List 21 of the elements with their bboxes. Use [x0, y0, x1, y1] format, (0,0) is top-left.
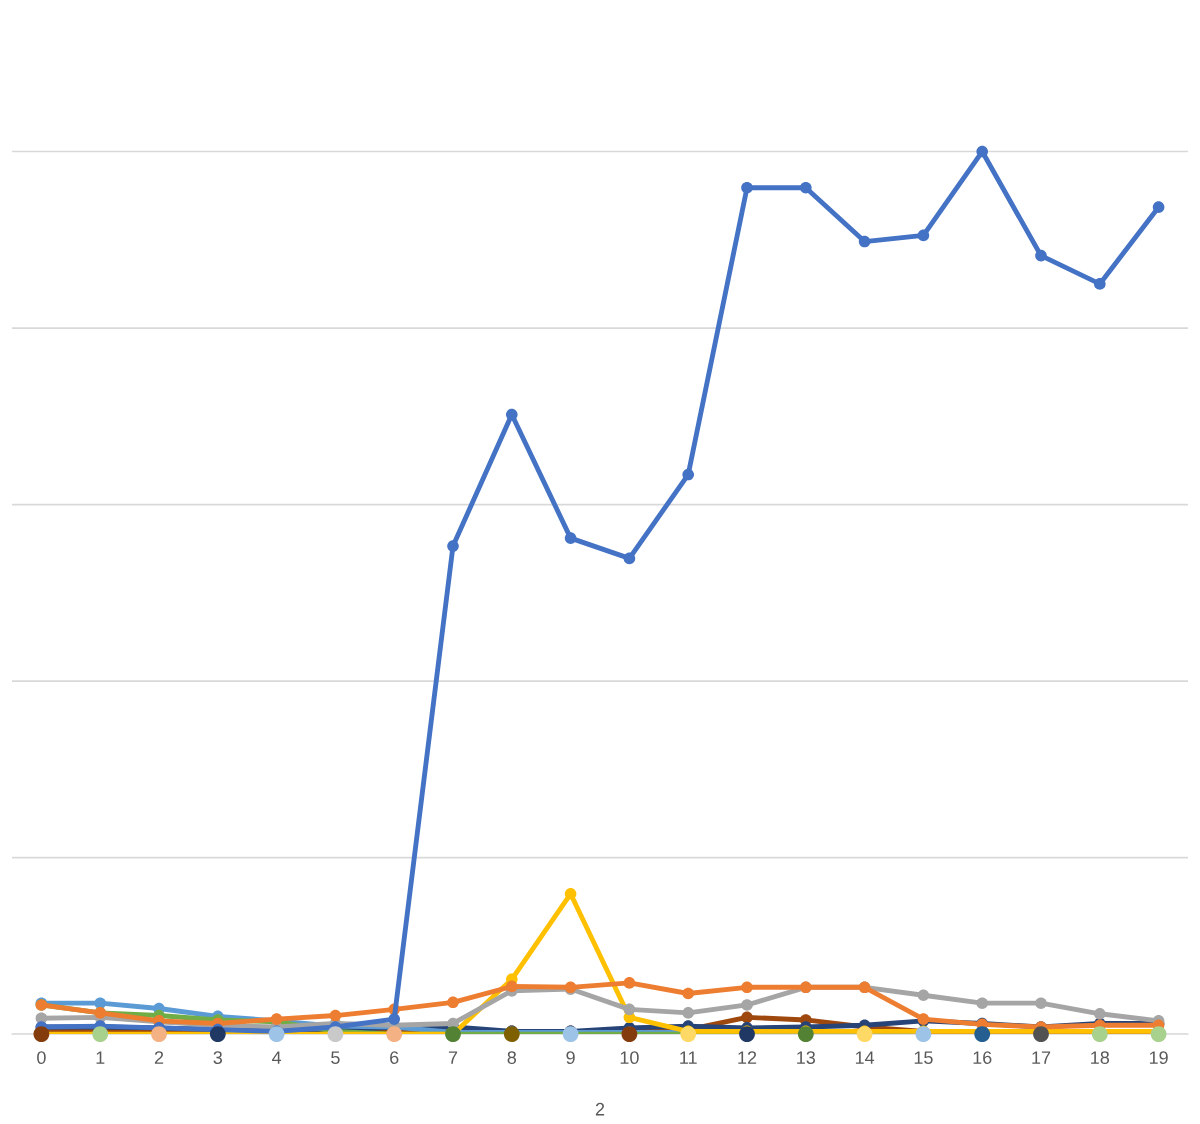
x-tick-label: 18 [1091, 1051, 1110, 1065]
x-tick-label: 1 [96, 1051, 105, 1064]
x-tick-label: 13 [797, 1051, 816, 1065]
x-tick-label: 4 [271, 1051, 282, 1064]
x-tick-label: 7 [448, 1051, 458, 1064]
x-tick-label: 5 [331, 1051, 340, 1065]
x-tick-label: 11 [680, 1051, 697, 1064]
x-axis-title: 2 [595, 1102, 605, 1116]
x-tick-label: 14 [855, 1051, 875, 1064]
x-tick-label: 2 [154, 1051, 164, 1064]
x-tick-label: 0 [37, 1051, 46, 1065]
x-tick-label: 17 [1032, 1051, 1051, 1064]
x-tick-label: 3 [213, 1051, 223, 1065]
x-tick-label: 10 [620, 1051, 639, 1065]
x-tick-label: 16 [973, 1051, 992, 1065]
x-tick-label: 9 [566, 1051, 575, 1065]
x-tick-label: 12 [738, 1051, 757, 1064]
x-tick-label: 15 [914, 1051, 933, 1065]
x-tick-label: 19 [1149, 1051, 1168, 1065]
x-tick-label: 6 [390, 1051, 399, 1065]
x-tick-label: 8 [507, 1051, 517, 1065]
